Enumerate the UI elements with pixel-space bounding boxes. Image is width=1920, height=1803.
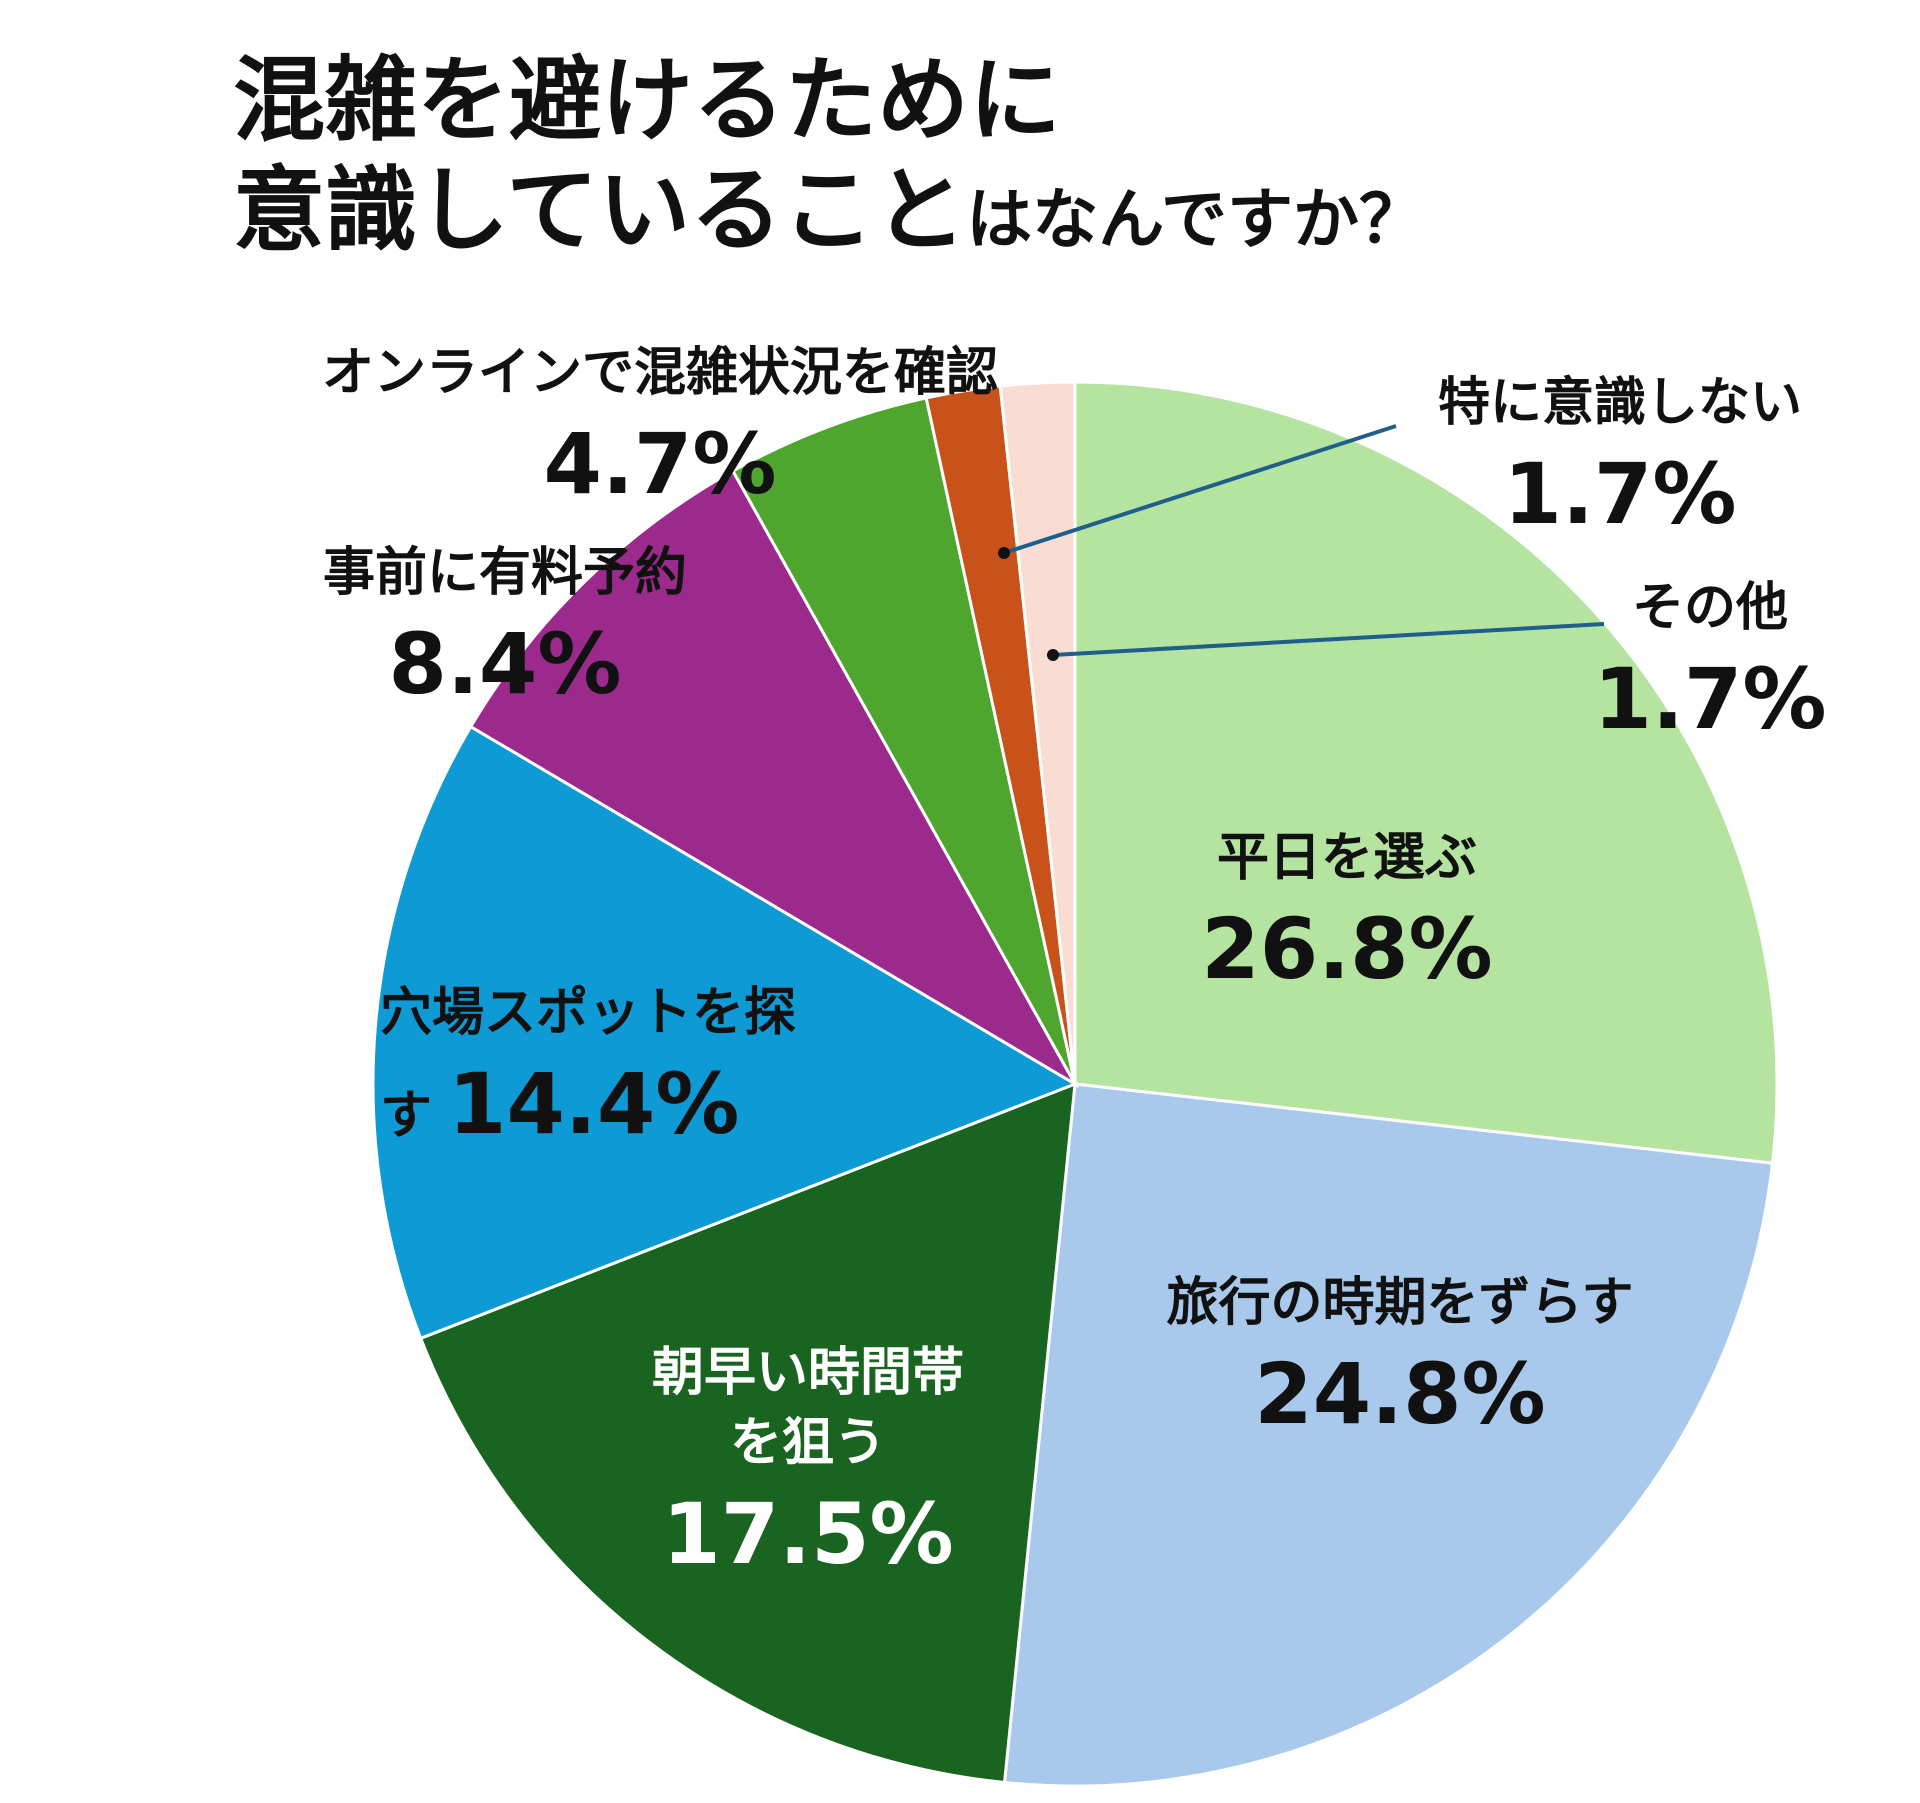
title-line: 意識していることはなんですか？	[233, 160, 1425, 261]
title-part: はなんですか？	[966, 181, 1425, 258]
pie-slice	[1073, 380, 1779, 1165]
leader-dot	[998, 547, 1010, 559]
value-label: 14.4%	[448, 1055, 740, 1154]
value-label: 4.7%	[543, 415, 777, 514]
pie-slice	[418, 1081, 1077, 1785]
slice-label: 朝早い時間帯を狙う 17.5%	[628, 1338, 988, 1592]
pie-slice	[371, 724, 1079, 1341]
value-label: 24.8%	[1254, 1345, 1546, 1444]
slice-label: その他 1.7%	[1594, 573, 1827, 757]
leader-line	[1003, 424, 1397, 555]
category-label: 平日を選ぶ	[1216, 828, 1478, 889]
value-label: 17.5%	[662, 1485, 954, 1584]
category-label: 朝早い時間帯を狙う	[651, 1343, 964, 1474]
slice-label: 旅行の時期をずらす 24.8%	[1167, 1268, 1634, 1452]
value-label: 1.7%	[1593, 650, 1827, 749]
category-label: オンラインで混雑状況を確認	[321, 343, 999, 404]
value-label: 26.8%	[1201, 900, 1493, 999]
pie-slice	[730, 396, 1077, 1085]
value-label: 1.7%	[1503, 445, 1737, 544]
category-label: 特に意識しない	[1437, 373, 1803, 434]
slice-label: 事前に有料予約 8.4%	[323, 538, 687, 722]
pie-slice	[468, 468, 1080, 1089]
slice-label: 特に意識しない 1.7%	[1438, 368, 1802, 552]
value-label: 8.4%	[388, 615, 622, 714]
category-label: 旅行の時期をずらす	[1166, 1273, 1634, 1334]
pie-slice	[1002, 1082, 1775, 1788]
category-label: 事前に有料予約	[322, 543, 688, 604]
slice-label: 穴場スポットを探す 14.4%	[380, 978, 800, 1162]
leader-dot	[1047, 649, 1059, 661]
slice-label: オンラインで混雑状況を確認 4.7%	[322, 338, 998, 522]
leader-line	[1052, 622, 1605, 657]
category-label: その他	[1631, 578, 1788, 639]
slice-label: 平日を選ぶ 26.8%	[1201, 823, 1492, 1007]
category-label: 穴場スポットを探す	[380, 983, 797, 1147]
title-line: 混雑を避けるために	[233, 47, 1062, 154]
pie-slice	[998, 380, 1077, 1085]
title-part: 意識していること	[233, 157, 967, 264]
